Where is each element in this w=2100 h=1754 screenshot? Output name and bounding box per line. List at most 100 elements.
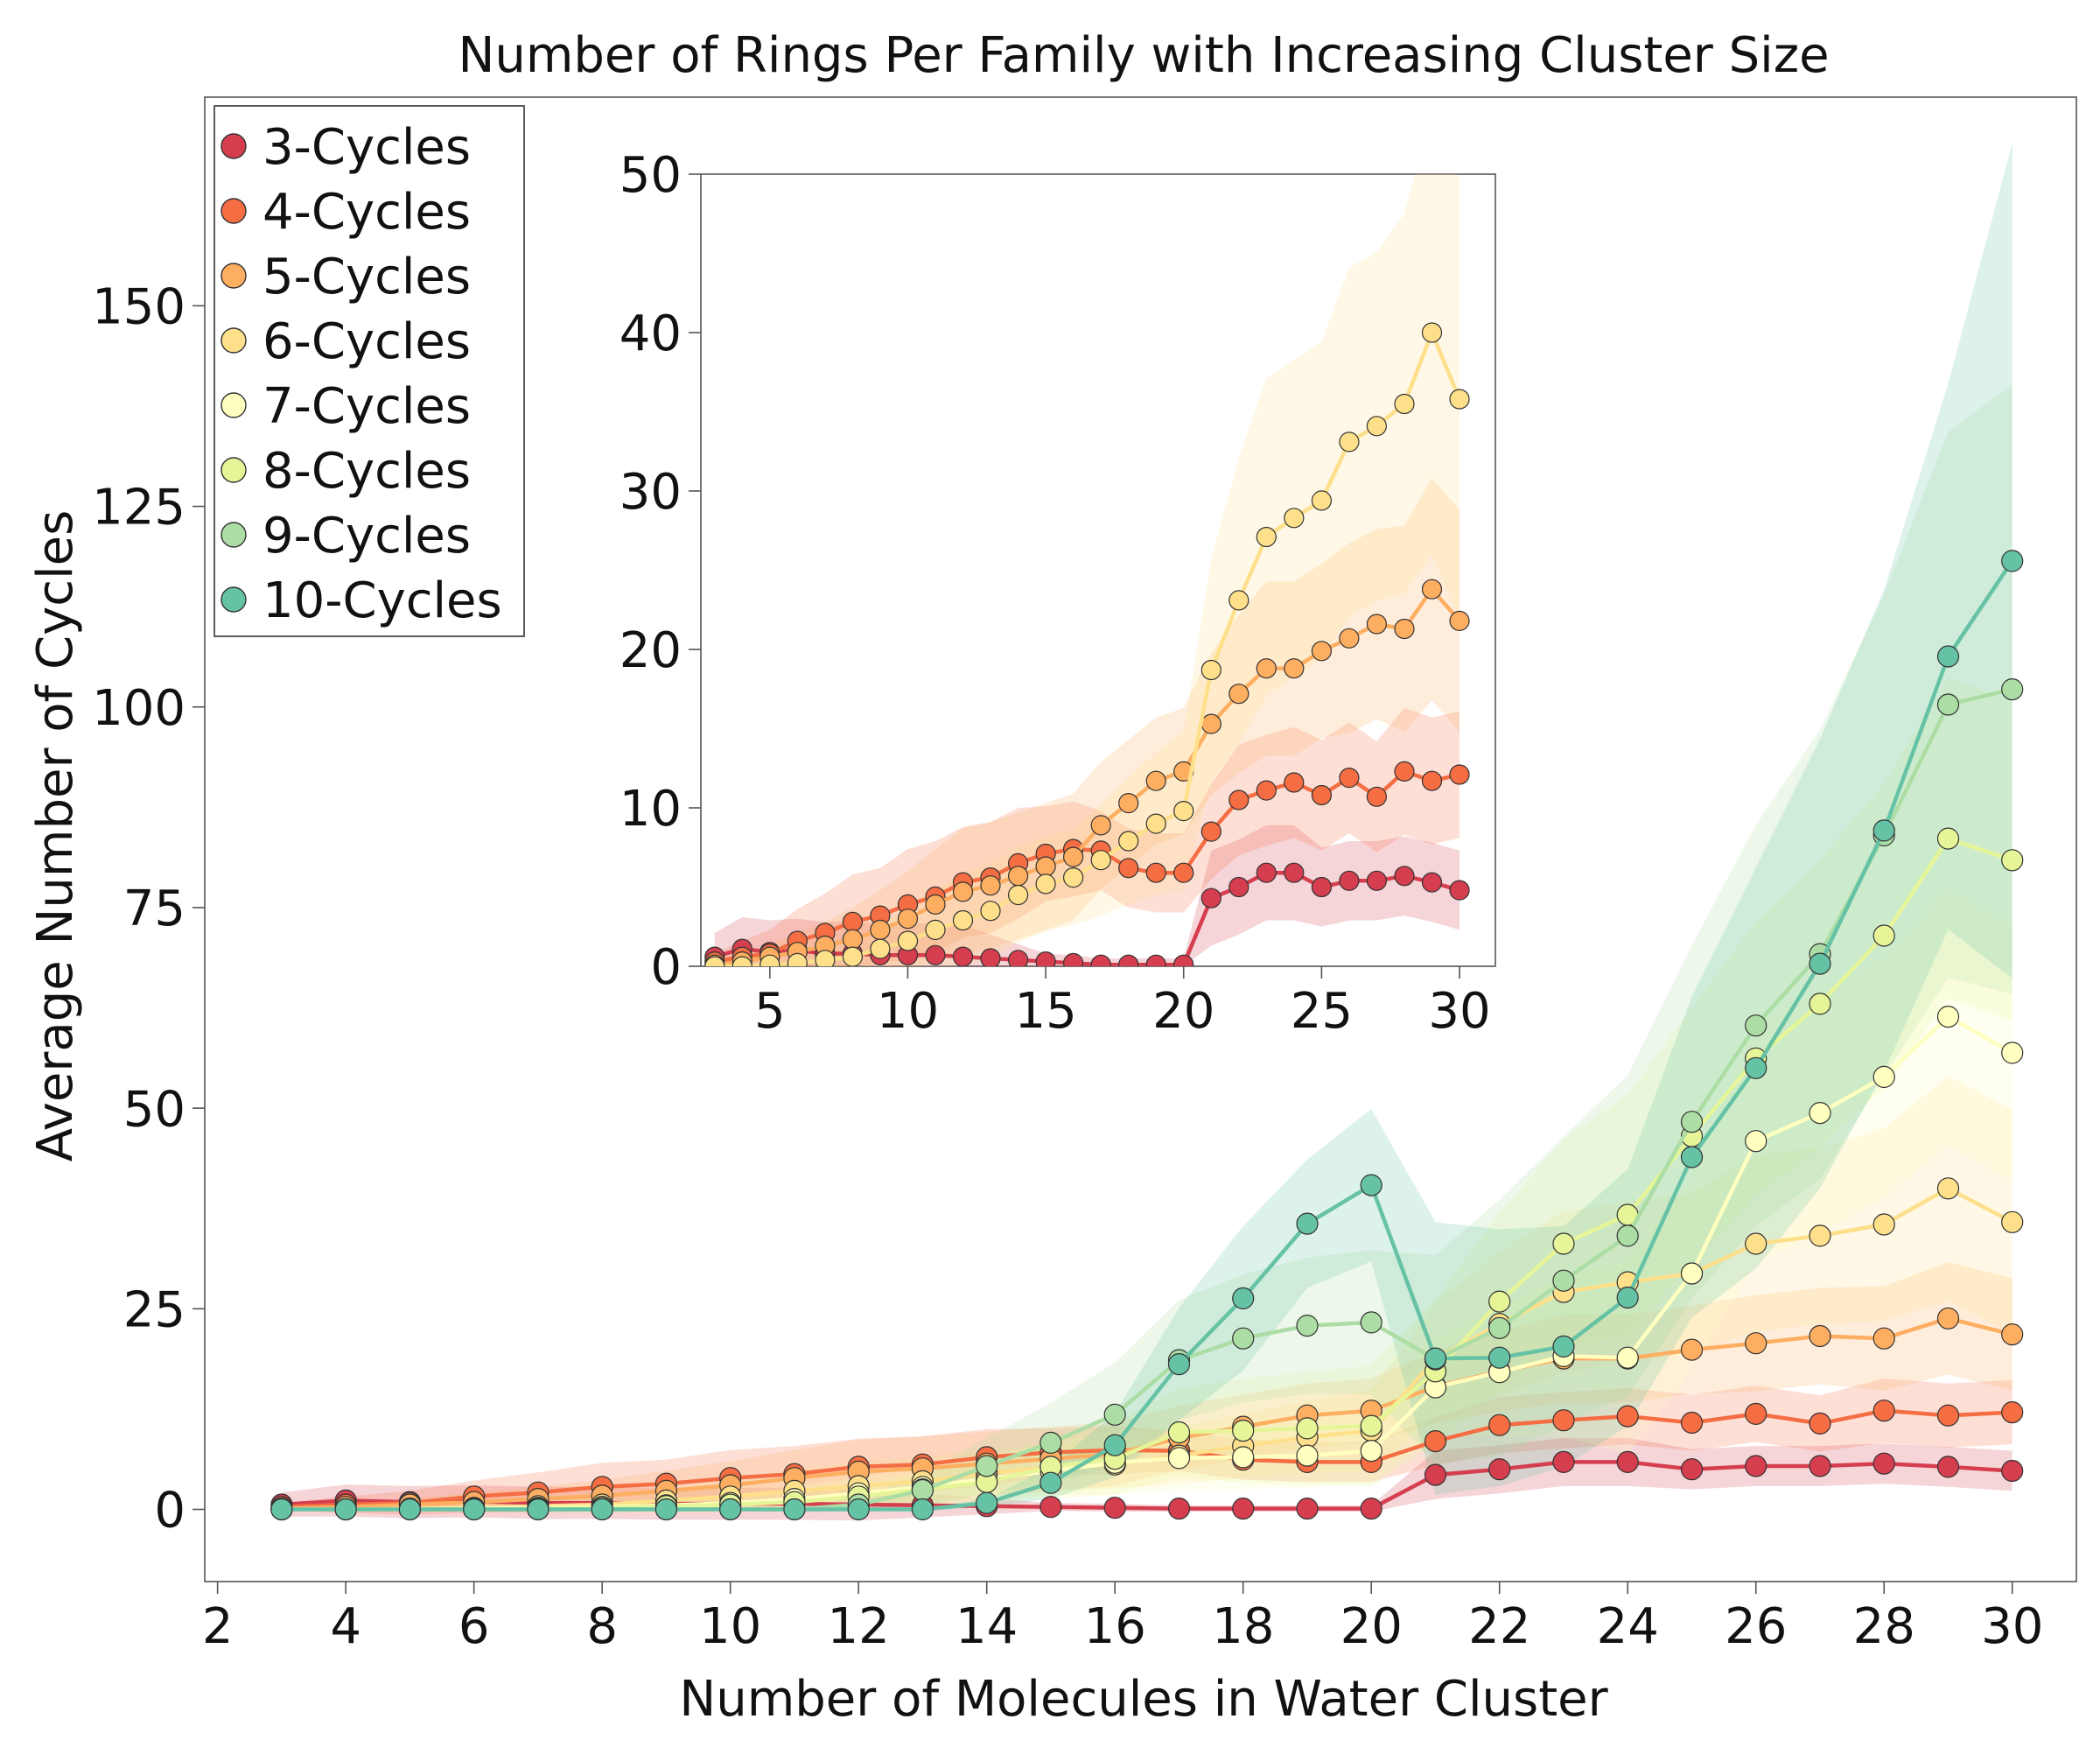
inset-point-3-cycles-x24: [1284, 862, 1305, 883]
inset-point-6-cycles-x12: [952, 909, 974, 931]
main-point-3-cycles-x18: [1232, 1497, 1255, 1520]
main-point-6-cycles-x30: [2001, 1210, 2024, 1233]
inset-point-4-cycles-x27: [1366, 786, 1388, 807]
legend-label-6-cycles: 6-Cycles: [262, 313, 471, 370]
inset-point-6-cycles-x22: [1228, 590, 1250, 611]
main-point-8-cycles-x22: [1488, 1290, 1511, 1313]
main-y-tick-label: 125: [92, 480, 186, 537]
main-point-9-cycles-x25: [1680, 1111, 1704, 1133]
inset-point-6-cycles-x3: [704, 956, 725, 966]
legend-marker-7-cycles: [220, 392, 247, 418]
inset-point-6-cycles-x26: [1339, 431, 1360, 453]
legend-marker-10-cycles: [220, 586, 247, 613]
inset-point-3-cycles-x14: [1008, 950, 1029, 966]
main-point-10-cycles-x23: [1552, 1335, 1575, 1358]
inset-point-5-cycles-x16: [1062, 846, 1084, 867]
main-x-tick-label: 4: [330, 1598, 361, 1655]
inset-point-6-cycles-x29: [1421, 322, 1443, 343]
main-point-5-cycles-x30: [2001, 1323, 2024, 1346]
main-point-7-cycles-x28: [1872, 1065, 1895, 1089]
inset-point-5-cycles-x26: [1339, 628, 1360, 649]
inset-point-3-cycles-x17: [1090, 954, 1111, 966]
inset-point-6-cycles-x27: [1366, 416, 1388, 437]
inset-plot-area: [704, 174, 1470, 966]
main-point-7-cycles-x27: [1809, 1101, 1831, 1125]
inset-point-4-cycles-x19: [1145, 862, 1166, 883]
main-point-8-cycles-x17: [1167, 1421, 1191, 1444]
inset-point-3-cycles-x16: [1063, 952, 1084, 966]
main-point-6-cycles-x28: [1872, 1213, 1895, 1236]
chart-title: Number of Rings Per Family with Increasi…: [458, 27, 1829, 84]
main-point-10-cycles-x15: [1040, 1471, 1062, 1494]
inset-point-5-cycles-x14: [1007, 866, 1029, 887]
inset-point-4-cycles-x8: [842, 911, 864, 932]
main-point-8-cycles-x30: [2001, 849, 2024, 872]
inset-point-6-cycles-x23: [1256, 526, 1277, 548]
main-point-10-cycles-x6: [463, 1498, 486, 1521]
inset-point-6-cycles-x17: [1090, 850, 1111, 871]
main-point-8-cycles-x23: [1552, 1232, 1575, 1255]
main-point-9-cycles-x19: [1296, 1314, 1319, 1337]
inset-point-5-cycles-x10: [897, 909, 919, 930]
main-point-10-cycles-x3: [270, 1498, 293, 1521]
main-point-8-cycles-x18: [1232, 1419, 1255, 1442]
main-point-4-cycles-x27: [1809, 1412, 1831, 1435]
main-point-4-cycles-x22: [1488, 1414, 1511, 1436]
inset-point-3-cycles-x19: [1145, 954, 1166, 966]
main-point-10-cycles-x13: [911, 1498, 934, 1521]
legend-label-10-cycles: 10-Cycles: [262, 572, 502, 629]
inset-x-tick-label: 25: [1291, 983, 1353, 1040]
main-x-tick-label: 26: [1725, 1598, 1787, 1655]
legend-marker-6-cycles: [220, 327, 247, 354]
inset-point-3-cycles-x22: [1228, 876, 1250, 898]
legend-marker-5-cycles: [220, 263, 247, 289]
inset-point-6-cycles-x9: [870, 938, 891, 959]
main-point-3-cycles-x21: [1424, 1463, 1447, 1486]
inset-point-3-cycles-x18: [1118, 954, 1139, 966]
main-point-9-cycles-x18: [1232, 1327, 1255, 1350]
main-band-3-cycles: [281, 1437, 2012, 1521]
main-line-10-cycles: [281, 559, 2014, 1512]
main-point-4-cycles-x25: [1680, 1411, 1704, 1435]
y-axis-label: Average Number of Cycles: [27, 510, 84, 1162]
main-point-4-cycles-x28: [1872, 1400, 1895, 1422]
main-point-5-cycles-x26: [1745, 1332, 1768, 1355]
inset-point-6-cycles-x30: [1449, 389, 1470, 410]
main-point-10-cycles-x12: [847, 1498, 870, 1521]
inset-point-6-cycles-x14: [1007, 884, 1029, 906]
inset-y-tick-label: 10: [620, 781, 682, 838]
main-point-10-cycles-x18: [1232, 1287, 1255, 1310]
main-point-3-cycles-x30: [2001, 1459, 2024, 1483]
main-line-3-cycles: [281, 1460, 2012, 1511]
main-band-6-cycles: [281, 1076, 2012, 1513]
inset-y-tick-label: 30: [620, 464, 682, 521]
inset-point-3-cycles-x30: [1449, 880, 1470, 901]
inset-point-4-cycles-x30: [1449, 764, 1470, 785]
main-y-tick-label: 25: [123, 1281, 186, 1338]
inset-point-6-cycles-x11: [925, 919, 946, 941]
inset-x-tick-label: 15: [1014, 983, 1076, 1040]
inset-point-6-cycles-x13: [980, 901, 1001, 922]
main-point-10-cycles-x28: [1872, 819, 1895, 842]
main-point-10-cycles-x17: [1167, 1352, 1191, 1376]
inset-point-5-cycles-x19: [1145, 770, 1166, 791]
main-point-8-cycles-x29: [1936, 827, 1960, 850]
main-x-tick-label: 16: [1084, 1598, 1146, 1655]
inset-point-3-cycles-x27: [1366, 870, 1388, 891]
inset-point-5-cycles-x11: [925, 894, 946, 916]
main-point-10-cycles-x24: [1616, 1286, 1639, 1309]
main-x-tick-label: 12: [828, 1598, 890, 1655]
main-point-10-cycles-x7: [527, 1498, 550, 1521]
main-point-10-cycles-x27: [1809, 952, 1831, 975]
inset-point-5-cycles-x13: [980, 875, 1001, 896]
main-point-3-cycles-x26: [1745, 1455, 1768, 1477]
inset-point-6-cycles-x19: [1145, 813, 1166, 834]
main-point-5-cycles-x29: [1936, 1307, 1960, 1330]
main-point-4-cycles-x26: [1745, 1402, 1768, 1426]
main-x-tick-label: 8: [586, 1598, 618, 1655]
inset-line-4-cycles: [714, 769, 1460, 964]
inset-point-3-cycles-x25: [1311, 876, 1333, 898]
main-x-tick-label: 30: [1981, 1598, 2043, 1655]
